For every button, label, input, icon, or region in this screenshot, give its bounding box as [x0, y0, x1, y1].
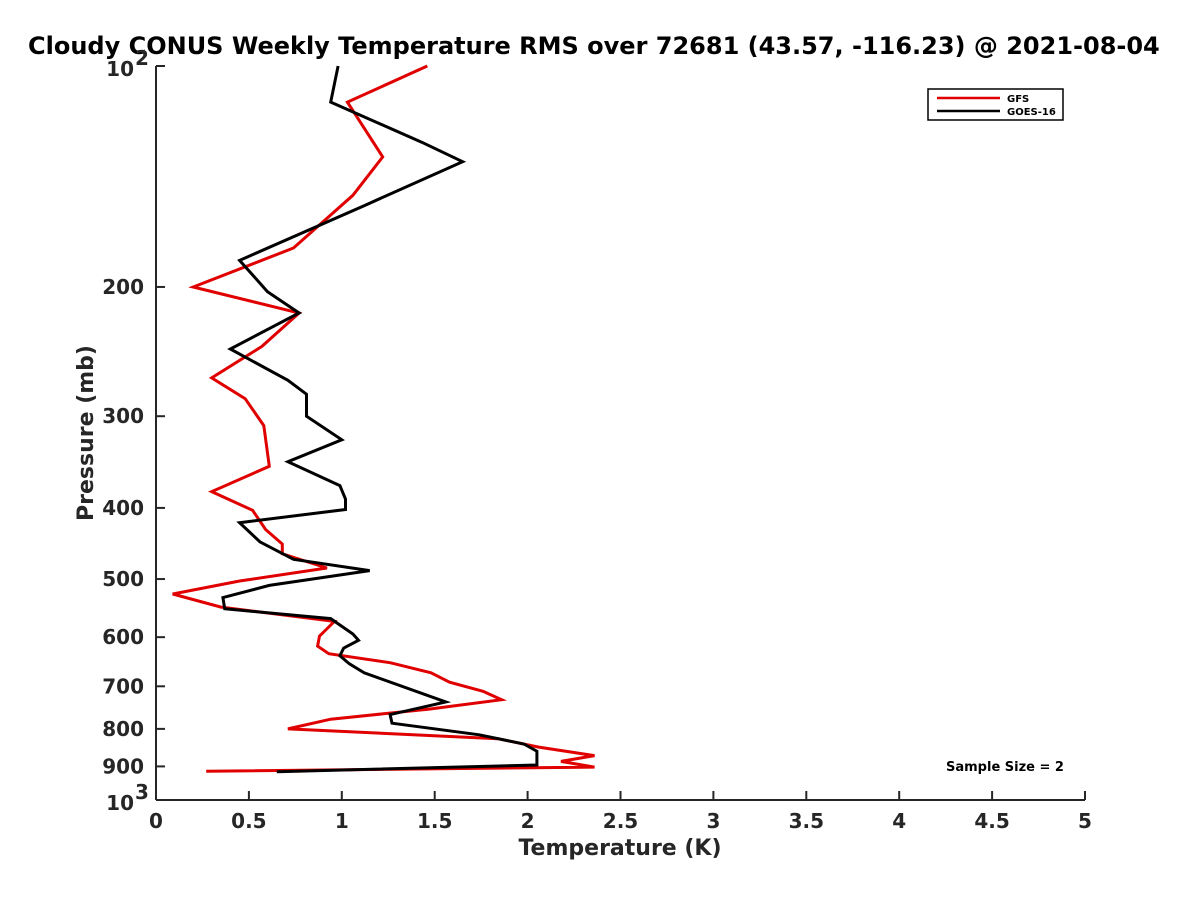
- series-layer: [172, 64, 595, 774]
- y-tick-label: 500: [102, 567, 144, 591]
- y-tick-label-base: 10: [106, 57, 134, 81]
- y-tick-label: 600: [102, 625, 144, 649]
- y-tick-label-exponent: 2: [135, 46, 149, 70]
- legend-label-gfs: GFS: [1007, 94, 1029, 105]
- y-tick-label-base: 10: [106, 791, 134, 815]
- x-tick-label: 1.5: [417, 809, 452, 833]
- legend: GFS GOES-16: [927, 88, 1064, 121]
- y-tick-label: 300: [102, 404, 144, 428]
- x-tick-label: 4.5: [974, 809, 1009, 833]
- x-tick-label: 0: [149, 809, 163, 833]
- x-tick-label: 0.5: [231, 809, 266, 833]
- y-tick-label: 10 3: [106, 780, 149, 815]
- chart-title: Cloudy CONUS Weekly Temperature RMS over…: [28, 32, 1160, 60]
- x-axis-title: Temperature (K): [518, 836, 721, 861]
- axes: 0 0.5 1 1.5 2 2.5 3 3.5 4 4.5 510 22003004005006007…: [102, 46, 1092, 833]
- y-tick-label: 200: [102, 275, 144, 299]
- y-tick-label: 400: [102, 496, 144, 520]
- x-tick-label: 3: [706, 809, 720, 833]
- y-tick-label: 10 2: [106, 46, 149, 81]
- x-tick-label: 5: [1078, 809, 1092, 833]
- y-tick-label: 700: [102, 674, 144, 698]
- y-tick-label: 800: [102, 717, 144, 741]
- x-tick-label: 4: [892, 809, 906, 833]
- x-tick-label: 2.5: [603, 809, 638, 833]
- legend-box: [927, 88, 1064, 121]
- series-line-gfs: [172, 64, 595, 773]
- series-line-goes-16: [221, 65, 539, 774]
- x-tick-label: 1: [335, 809, 349, 833]
- sample-size-annotation: Sample Size = 2: [946, 760, 1064, 775]
- x-tick-label: 3.5: [789, 809, 824, 833]
- y-axis-title: Pressure (mb): [74, 345, 99, 521]
- legend-label-goes-16: GOES-16: [1007, 107, 1056, 118]
- x-tick-label: 2: [521, 809, 535, 833]
- y-tick-label-exponent: 3: [135, 780, 149, 804]
- y-tick-label: 900: [102, 754, 144, 778]
